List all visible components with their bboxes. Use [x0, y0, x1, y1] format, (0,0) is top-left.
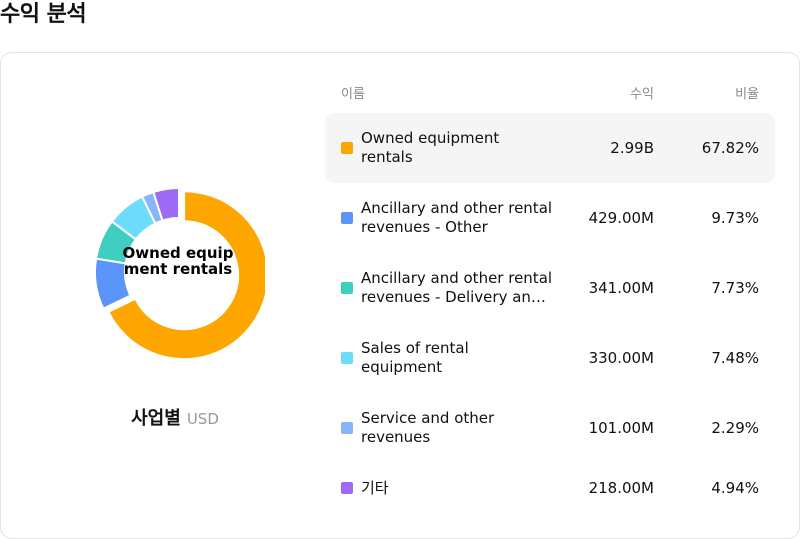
column-header-name: 이름 — [341, 87, 365, 102]
legend-swatch — [341, 352, 353, 364]
table-row[interactable]: Ancillary and other rental revenues - De… — [325, 253, 775, 323]
chart-caption: 사업별 USD — [0, 404, 350, 430]
donut-chart — [94, 186, 265, 361]
row-name: 기타 — [361, 478, 389, 497]
chart-caption-title: 사업별 — [131, 408, 181, 429]
table-row[interactable]: Service and other revenues 101.00M 2.29% — [325, 393, 775, 463]
donut-slice[interactable] — [152, 186, 180, 222]
column-header-revenue: 수익 — [630, 87, 654, 102]
row-share: 7.48% — [711, 349, 759, 367]
chart-caption-currency: USD — [186, 410, 219, 428]
legend-swatch — [341, 482, 353, 494]
row-name: Ancillary and other rental revenues - De… — [361, 269, 553, 306]
row-name: Ancillary and other rental revenues - Ot… — [361, 199, 553, 236]
row-revenue: 429.00M — [588, 209, 654, 227]
row-share: 2.29% — [711, 419, 759, 437]
row-revenue: 218.00M — [588, 479, 654, 497]
column-header-share: 비율 — [735, 87, 759, 102]
row-revenue: 2.99B — [610, 139, 654, 157]
table-row[interactable]: Ancillary and other rental revenues - Ot… — [325, 183, 775, 253]
page-title: 수익 분석 — [0, 2, 87, 27]
legend-swatch — [341, 422, 353, 434]
row-name: Sales of rental equipment — [361, 339, 469, 376]
donut-slice[interactable] — [107, 190, 265, 361]
row-revenue: 341.00M — [588, 279, 654, 297]
donut-center-label: Owned equipment rentals — [122, 244, 234, 278]
row-share: 7.73% — [711, 279, 759, 297]
table-row[interactable]: 기타 218.00M 4.94% — [325, 453, 775, 523]
table-row[interactable]: Sales of rental equipment 330.00M 7.48% — [325, 323, 775, 393]
legend-swatch — [341, 212, 353, 224]
row-revenue: 330.00M — [588, 349, 654, 367]
row-revenue: 101.00M — [588, 419, 654, 437]
legend-swatch — [341, 282, 353, 294]
table-row[interactable]: Owned equipment rentals 2.99B 67.82% — [325, 113, 775, 183]
row-share: 67.82% — [701, 139, 759, 157]
row-share: 9.73% — [711, 209, 759, 227]
legend-swatch — [341, 142, 353, 154]
row-share: 4.94% — [711, 479, 759, 497]
row-name: Service and other revenues — [361, 409, 495, 446]
row-name: Owned equipment rentals — [361, 129, 500, 166]
